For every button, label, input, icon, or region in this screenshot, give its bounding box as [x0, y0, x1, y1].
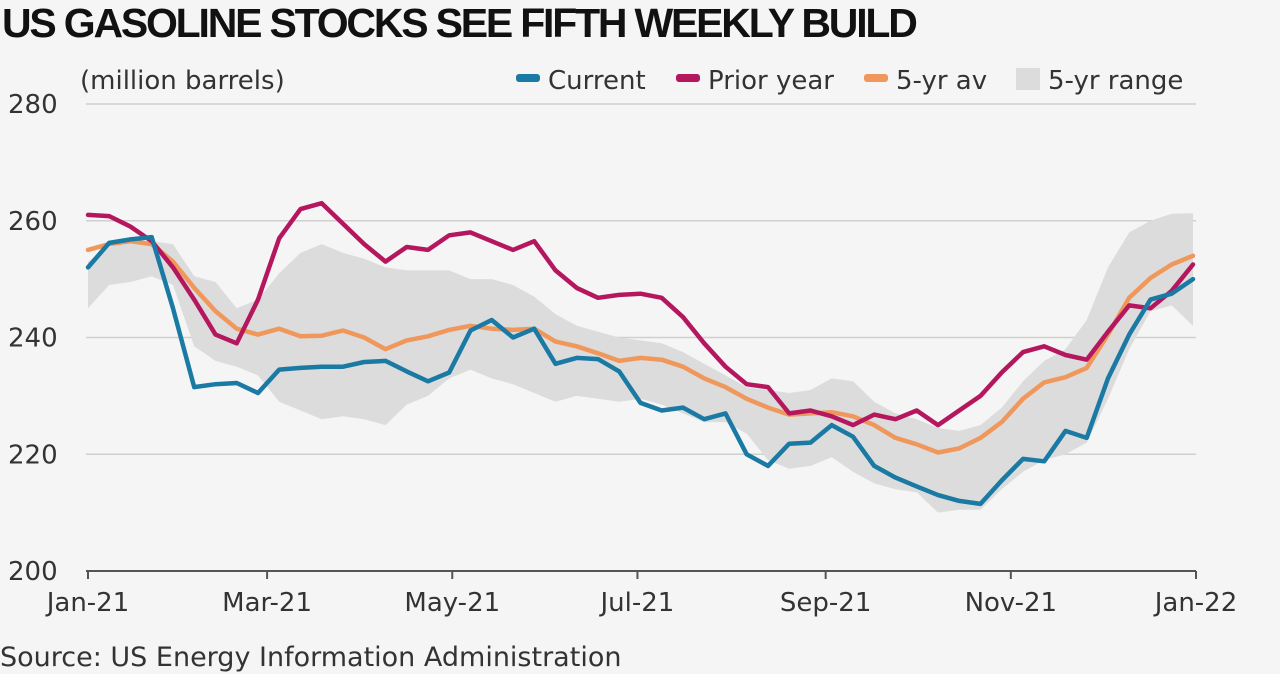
x-tick-label-May-21: May-21 — [404, 588, 500, 618]
series-line-current — [85, 234, 1196, 507]
legend-swatch-current — [516, 74, 540, 82]
legend-swatch-prior-year — [676, 74, 700, 82]
x-tick-label-Jan-22: Jan-22 — [1153, 588, 1238, 618]
x-tick-label-Jul-21: Jul-21 — [599, 588, 675, 618]
x-tick-label-Nov-21: Nov-21 — [965, 588, 1058, 618]
y-tick-label-220: 220 — [8, 440, 58, 470]
y-tick-label-200: 200 — [8, 557, 58, 587]
x-tick-label-Sep-21: Sep-21 — [780, 588, 871, 618]
series-band-5-yr-range — [88, 213, 1193, 513]
y-unit-label: (million barrels) — [80, 66, 285, 96]
x-tick-label-Jan-21: Jan-21 — [45, 588, 130, 618]
legend-label-5-yr-av: 5-yr av — [896, 66, 987, 96]
y-tick-label-280: 280 — [8, 90, 58, 120]
y-tick-label-240: 240 — [8, 324, 58, 354]
legend-swatch-5-yr-av — [864, 74, 888, 82]
legend-label-prior-year: Prior year — [708, 66, 834, 96]
series-line-5-yr-av — [85, 238, 1196, 455]
legend-label-current: Current — [548, 66, 646, 96]
chart-title: US GASOLINE STOCKS SEE FIFTH WEEKLY BUIL… — [2, 0, 918, 46]
series-line-prior-year — [85, 200, 1196, 428]
legend-swatch-5-yr-range — [1016, 68, 1040, 90]
y-tick-label-260: 260 — [8, 207, 58, 237]
source-note: Source: US Energy Information Administra… — [0, 642, 621, 673]
x-tick-label-Mar-21: Mar-21 — [222, 588, 312, 618]
legend-label-5-yr-range: 5-yr range — [1048, 66, 1183, 96]
